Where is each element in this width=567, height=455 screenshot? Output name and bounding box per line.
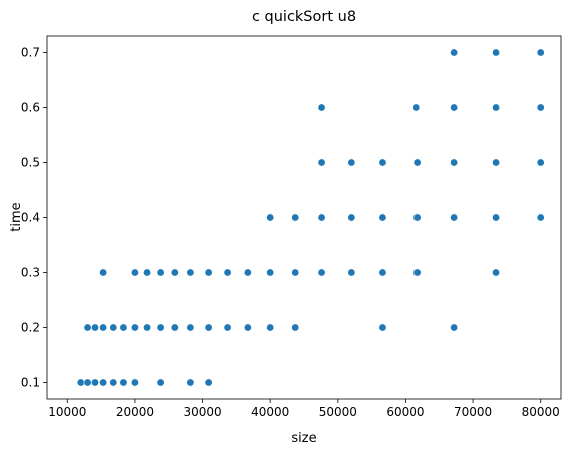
data-point xyxy=(266,323,275,332)
data-point xyxy=(156,378,165,387)
x-tick-label: 60000 xyxy=(386,405,424,419)
data-point xyxy=(347,158,356,167)
data-point xyxy=(119,378,128,387)
data-point xyxy=(204,378,213,387)
data-point xyxy=(109,378,118,387)
data-point xyxy=(450,158,459,167)
data-point xyxy=(99,268,108,277)
y-tick-label: 0.7 xyxy=(21,46,40,60)
data-points-group xyxy=(76,48,545,387)
data-point xyxy=(450,48,459,57)
data-point xyxy=(492,158,501,167)
y-tick-label: 0.3 xyxy=(21,266,40,280)
data-point xyxy=(243,323,252,332)
data-point xyxy=(223,268,232,277)
data-point xyxy=(492,103,501,112)
data-point xyxy=(186,323,195,332)
y-axis-label: time xyxy=(9,202,24,231)
data-point xyxy=(412,103,421,112)
data-point xyxy=(317,213,326,222)
data-point xyxy=(492,268,501,277)
data-point xyxy=(413,213,422,222)
data-point xyxy=(130,378,139,387)
data-point xyxy=(450,323,459,332)
y-tick-label: 0.2 xyxy=(21,321,40,335)
x-tick-label: 30000 xyxy=(183,405,221,419)
y-tick-label: 0.4 xyxy=(21,211,40,225)
data-point xyxy=(170,268,179,277)
data-point xyxy=(378,213,387,222)
data-point xyxy=(450,213,459,222)
x-tick-label: 40000 xyxy=(251,405,289,419)
data-point xyxy=(492,213,501,222)
data-point xyxy=(170,323,179,332)
data-point xyxy=(83,323,92,332)
data-point xyxy=(223,323,232,332)
x-axis-label: size xyxy=(291,431,316,446)
data-point xyxy=(186,268,195,277)
data-point xyxy=(347,268,356,277)
data-point xyxy=(317,268,326,277)
y-tick-label: 0.6 xyxy=(21,101,40,115)
data-point xyxy=(243,268,252,277)
x-axis-ticks: 10000 20000 30000 40000 50000 60000 70000 80000 xyxy=(48,399,560,419)
x-tick-label: 80000 xyxy=(522,405,560,419)
data-point xyxy=(186,378,195,387)
data-point xyxy=(291,213,300,222)
data-point xyxy=(204,268,213,277)
x-tick-label: 50000 xyxy=(319,405,357,419)
data-point xyxy=(109,323,118,332)
data-point xyxy=(119,323,128,332)
data-point xyxy=(291,268,300,277)
data-point xyxy=(83,378,92,387)
data-point xyxy=(91,378,100,387)
data-point xyxy=(99,378,108,387)
data-point xyxy=(156,323,165,332)
data-point xyxy=(143,323,152,332)
x-tick-label: 20000 xyxy=(116,405,154,419)
data-point xyxy=(413,268,422,277)
x-tick-label: 10000 xyxy=(48,405,86,419)
data-point xyxy=(492,48,501,57)
data-point xyxy=(266,268,275,277)
data-point xyxy=(413,158,422,167)
data-point xyxy=(450,103,459,112)
data-point xyxy=(317,158,326,167)
data-point xyxy=(536,103,545,112)
data-point xyxy=(204,323,213,332)
data-point xyxy=(317,103,326,112)
data-point xyxy=(156,268,165,277)
y-tick-label: 0.5 xyxy=(21,156,40,170)
data-point xyxy=(378,158,387,167)
data-point xyxy=(378,323,387,332)
data-point xyxy=(536,213,545,222)
data-point xyxy=(536,158,545,167)
y-tick-label: 0.1 xyxy=(21,376,40,390)
x-tick-label: 70000 xyxy=(454,405,492,419)
data-point xyxy=(130,268,139,277)
data-point xyxy=(536,48,545,57)
plot-area-frame xyxy=(46,35,562,400)
data-point xyxy=(130,323,139,332)
data-point xyxy=(378,268,387,277)
chart-title: c quickSort u8 xyxy=(252,9,356,25)
data-point xyxy=(347,213,356,222)
data-point xyxy=(76,378,85,387)
data-point xyxy=(143,268,152,277)
data-point xyxy=(266,213,275,222)
data-point xyxy=(291,323,300,332)
y-axis-ticks: 0.1 0.2 0.3 0.4 0.5 0.6 0.7 xyxy=(21,46,47,390)
data-point xyxy=(99,323,108,332)
data-point xyxy=(91,323,100,332)
